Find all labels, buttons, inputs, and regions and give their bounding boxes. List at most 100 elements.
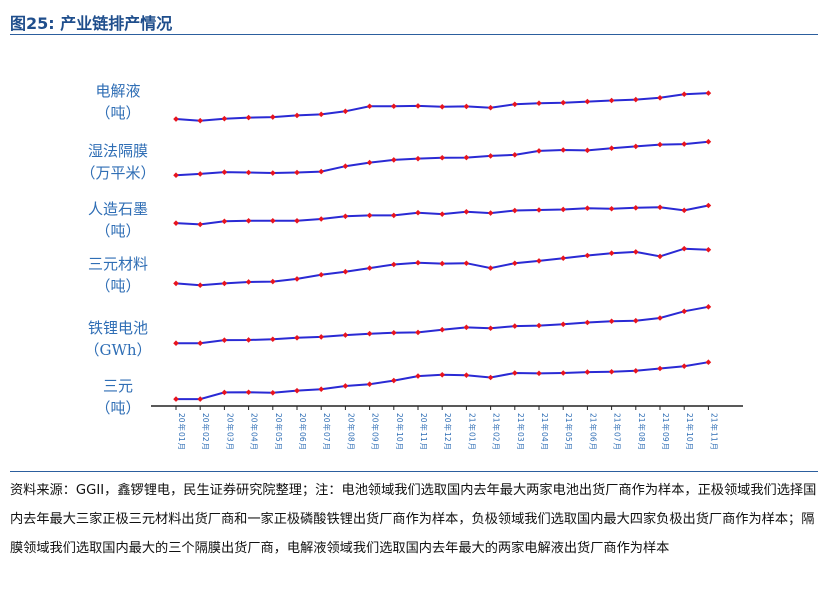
data-point-marker (560, 99, 566, 106)
x-tick-label: 20年02月 (201, 413, 211, 450)
series-name-label: 湿法隔膜 (88, 142, 148, 160)
data-point-marker (415, 329, 421, 336)
data-point-marker (221, 218, 228, 225)
data-point-marker (391, 103, 397, 110)
data-point-marker (633, 96, 639, 103)
data-point-marker (463, 372, 470, 378)
data-point-marker (536, 322, 542, 329)
data-point-marker (705, 246, 712, 253)
x-tick-label: 21年02月 (492, 413, 502, 450)
data-point-marker (487, 374, 494, 381)
data-point-marker (705, 359, 712, 365)
data-point-marker (318, 271, 324, 278)
data-point-marker (391, 377, 397, 384)
data-point-marker (366, 381, 373, 387)
data-point-marker (173, 396, 179, 402)
data-point-marker (342, 213, 349, 220)
data-point-marker (342, 163, 349, 169)
data-point-marker (221, 169, 228, 175)
x-tick-label: 20年10月 (395, 413, 405, 450)
data-point-marker (657, 204, 663, 211)
x-tick-label: 21年04月 (540, 413, 550, 450)
data-point-marker (705, 202, 712, 209)
figure-footer: 资料来源：GGII，鑫锣锂电，民生证券研究院整理；注：电池领域我们选取国内去年最… (10, 471, 818, 563)
data-point-marker (633, 143, 639, 150)
series-line (176, 361, 709, 401)
data-point-marker (415, 155, 421, 162)
x-tick-label: 20年09月 (371, 413, 381, 450)
x-tick-label: 21年05月 (564, 413, 574, 450)
series-labels: 电解液 （吨） 湿法隔膜 （万平米） 人造石墨 （吨） 三元材料 （吨） 铁锂电池 （GWh） 三元… (80, 82, 155, 417)
data-point-marker (512, 152, 518, 158)
data-point-marker (512, 260, 518, 267)
data-point-marker (391, 261, 397, 268)
data-point-marker (391, 157, 397, 163)
data-point-marker (439, 372, 445, 378)
data-point-marker (657, 141, 663, 148)
x-tick-label: 21年07月 (613, 413, 623, 450)
data-point-marker (366, 159, 373, 166)
data-point-marker (197, 221, 203, 228)
x-tick-label: 20年05月 (274, 413, 284, 450)
production-line-chart: 电解液 （吨） 湿法隔膜 （万平米） 人造石墨 （吨） 三元材料 （吨） 铁锂电池 （GWh） 三元… (80, 82, 743, 450)
x-tick-label: 20年04月 (250, 413, 260, 450)
data-point-marker (584, 319, 591, 326)
data-point-marker (245, 169, 252, 176)
figure-header: 图25: 产业链排产情况 (10, 8, 818, 35)
data-point-marker (245, 114, 252, 121)
data-point-marker (633, 249, 639, 255)
data-point-marker (536, 100, 542, 106)
data-point-marker (366, 265, 373, 271)
data-point-marker (318, 111, 324, 118)
series-unit-label: （吨） (95, 222, 140, 240)
data-point-marker (270, 218, 276, 224)
data-point-marker (584, 98, 591, 105)
data-point-marker (342, 383, 349, 389)
data-point-marker (536, 207, 542, 213)
data-point-marker (221, 115, 228, 122)
data-point-marker (270, 390, 276, 396)
source-note: 资料来源：GGII，鑫锣锂电，民生证券研究院整理；注：电池领域我们选取国内去年最… (10, 483, 817, 556)
x-tick-label: 20年06月 (298, 413, 308, 450)
data-point-marker (633, 317, 639, 324)
data-point-marker (608, 318, 615, 325)
data-point-marker (197, 282, 203, 288)
data-point-marker (463, 324, 470, 331)
data-point-marker (608, 97, 615, 104)
data-point-marker (245, 279, 252, 285)
data-point-marker (560, 147, 566, 153)
data-point-marker (536, 370, 542, 377)
series-unit-label: （吨） (95, 104, 140, 122)
data-point-marker (245, 337, 252, 343)
data-point-marker (439, 326, 445, 333)
data-point-marker (439, 260, 445, 267)
x-tick-label: 21年08月 (637, 413, 647, 450)
data-point-marker (173, 340, 179, 346)
data-point-marker (560, 321, 566, 328)
data-point-marker (512, 370, 518, 376)
series-name-label: 电解液 (95, 82, 140, 100)
data-point-marker (463, 260, 470, 267)
data-point-marker (439, 211, 445, 217)
data-point-marker (633, 205, 639, 211)
data-point-marker (681, 207, 687, 214)
series-unit-label: （万平米） (80, 164, 155, 182)
data-point-marker (560, 206, 566, 213)
data-point-marker (657, 315, 663, 321)
series-name-label: 三元材料 (88, 255, 148, 273)
data-point-marker (173, 116, 179, 122)
series-line (176, 305, 709, 345)
data-point-marker (173, 220, 179, 226)
series-name-label: 铁锂电池 (88, 319, 148, 337)
data-point-marker (487, 153, 494, 159)
data-point-marker (681, 141, 687, 147)
data-point-marker (512, 101, 518, 108)
data-point-marker (294, 169, 300, 176)
data-point-marker (463, 103, 470, 110)
x-tick-label: 20年08月 (346, 413, 356, 450)
data-point-marker (608, 250, 615, 256)
data-point-marker (270, 336, 276, 343)
data-point-marker (391, 212, 397, 219)
series-name-label: 三元 (103, 377, 133, 395)
data-point-marker (245, 218, 252, 224)
